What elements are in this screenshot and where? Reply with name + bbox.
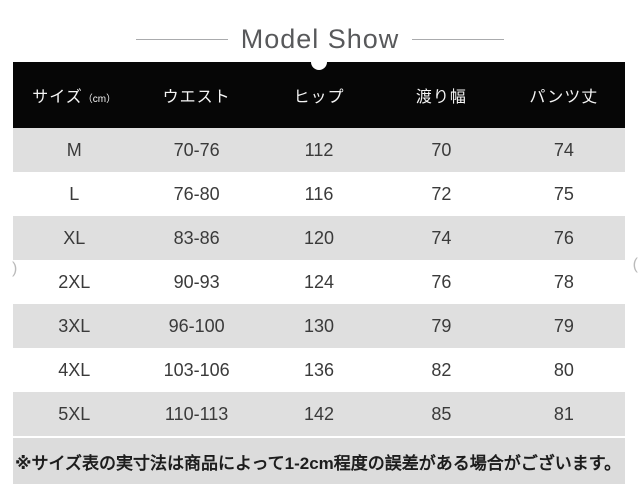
table-row-m: M 70-76 112 70 74 (13, 128, 625, 172)
cell-hip: 124 (303, 271, 335, 292)
cell-waist: 90-93 (173, 271, 220, 292)
cell-thigh-width: 82 (431, 359, 452, 380)
left-edge-artifact: ) (12, 260, 18, 277)
table-row-l: L 76-80 116 72 75 (13, 172, 625, 216)
cell-thigh-width: 79 (431, 315, 452, 336)
table-row-4xl: 4XL 103-106 136 82 80 (13, 348, 625, 392)
table-row-xl: XL 83-86 120 74 76 (13, 216, 625, 260)
cell-size: 5XL (58, 403, 91, 424)
cell-size: 2XL (58, 271, 91, 292)
cell-pants-length: 79 (553, 315, 574, 336)
cell-hip: 142 (303, 403, 335, 424)
footer-note: ※サイズ表の実寸法は商品によって1-2cm程度の誤差がある場合がございます。 (13, 438, 625, 484)
cell-thigh-width: 70 (431, 139, 452, 160)
table-header-row: サイズ（cm） ウエスト ヒップ 渡り幅 パンツ丈 (13, 54, 625, 128)
table-row-3xl: 3XL 96-100 130 79 79 (13, 304, 625, 348)
right-edge-artifact: ( (632, 256, 638, 273)
column-header-size-unit: （cm） (82, 94, 117, 105)
cell-waist: 83-86 (173, 227, 220, 248)
cell-pants-length: 81 (553, 403, 574, 424)
cell-waist: 76-80 (173, 183, 220, 204)
cell-size: L (69, 183, 80, 204)
cell-pants-length: 76 (553, 227, 574, 248)
cell-waist: 103-106 (163, 359, 230, 380)
page-title: Model Show (240, 24, 400, 54)
cell-waist: 96-100 (168, 315, 225, 336)
cell-size: 3XL (58, 315, 91, 336)
cell-hip: 112 (304, 139, 334, 160)
cell-size: XL (63, 227, 86, 248)
title-right-line (412, 38, 505, 40)
column-header-thigh-width: 渡り幅 (415, 89, 467, 106)
cell-hip: 120 (303, 227, 335, 248)
column-header-pants-length: パンツ丈 (529, 89, 599, 106)
cell-pants-length: 74 (553, 139, 574, 160)
title-block: Model Show (0, 24, 640, 54)
table-row-2xl: 2XL 90-93 124 76 78 (13, 260, 625, 304)
cell-pants-length: 78 (553, 271, 574, 292)
column-header-waist: ウエスト (162, 89, 231, 106)
cell-hip: 136 (303, 359, 335, 380)
cell-thigh-width: 72 (431, 183, 452, 204)
cell-hip: 130 (303, 315, 335, 336)
cell-thigh-width: 76 (431, 271, 452, 292)
header-notch-decoration (311, 54, 327, 70)
column-header-size-label: サイズ (32, 89, 83, 106)
column-header-size: サイズ（cm） (13, 83, 135, 107)
table-row-5xl: 5XL 110-113 142 85 81 (13, 392, 625, 436)
cell-pants-length: 80 (553, 359, 574, 380)
cell-size: M (66, 139, 82, 160)
cell-hip: 116 (304, 183, 334, 204)
cell-thigh-width: 74 (431, 227, 452, 248)
cell-pants-length: 75 (553, 183, 574, 204)
cell-waist: 70-76 (173, 139, 220, 160)
cell-waist: 110-113 (164, 403, 229, 424)
cell-size: 4XL (58, 359, 91, 380)
cell-thigh-width: 85 (431, 403, 452, 424)
size-table: サイズ（cm） ウエスト ヒップ 渡り幅 パンツ丈 M 70-76 112 70… (13, 54, 625, 484)
title-left-line (135, 38, 228, 40)
column-header-hip: ヒップ (293, 89, 345, 106)
